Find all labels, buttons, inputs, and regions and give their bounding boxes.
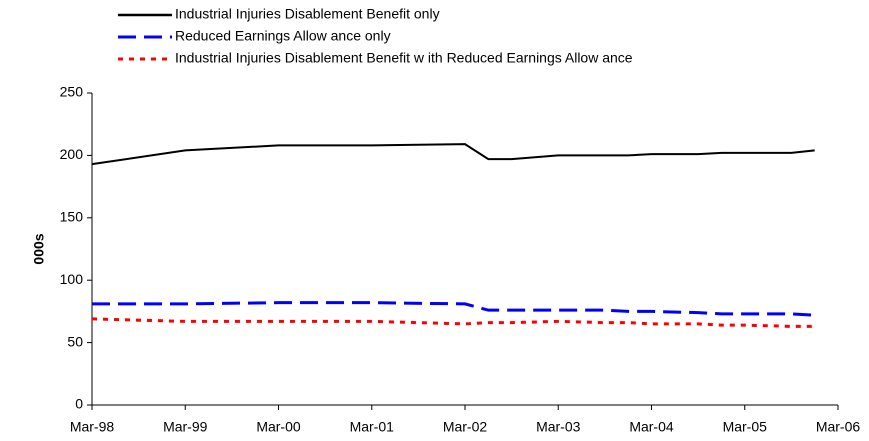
series-line — [91, 317, 815, 328]
y-tick-label: 50 — [67, 333, 83, 349]
series-line — [92, 301, 815, 317]
x-tick-label: Mar-00 — [256, 419, 301, 435]
x-tick-label: Mar-99 — [163, 419, 208, 435]
legend-label: Reduced Earnings Allow ance only — [175, 28, 391, 44]
y-tick-label: 200 — [60, 146, 84, 162]
y-tick-label: 0 — [75, 396, 83, 412]
series-line — [91, 143, 815, 166]
x-tick-label: Mar-03 — [536, 419, 581, 435]
x-tick-label: Mar-04 — [629, 419, 674, 435]
y-tick-label: 150 — [60, 209, 84, 225]
y-tick-label: 250 — [60, 84, 84, 100]
x-tick-label: Mar-98 — [70, 419, 115, 435]
legend-label: Industrial Injuries Disablement Benefit … — [175, 50, 633, 66]
x-tick-label: Mar-06 — [816, 419, 861, 435]
x-tick-label: Mar-01 — [350, 419, 395, 435]
y-tick-label: 100 — [60, 271, 84, 287]
x-tick-label: Mar-02 — [443, 419, 488, 435]
legend-label: Industrial Injuries Disablement Benefit … — [175, 6, 440, 22]
x-tick-label: Mar-05 — [723, 419, 768, 435]
y-axis-label: 000s — [31, 233, 47, 264]
